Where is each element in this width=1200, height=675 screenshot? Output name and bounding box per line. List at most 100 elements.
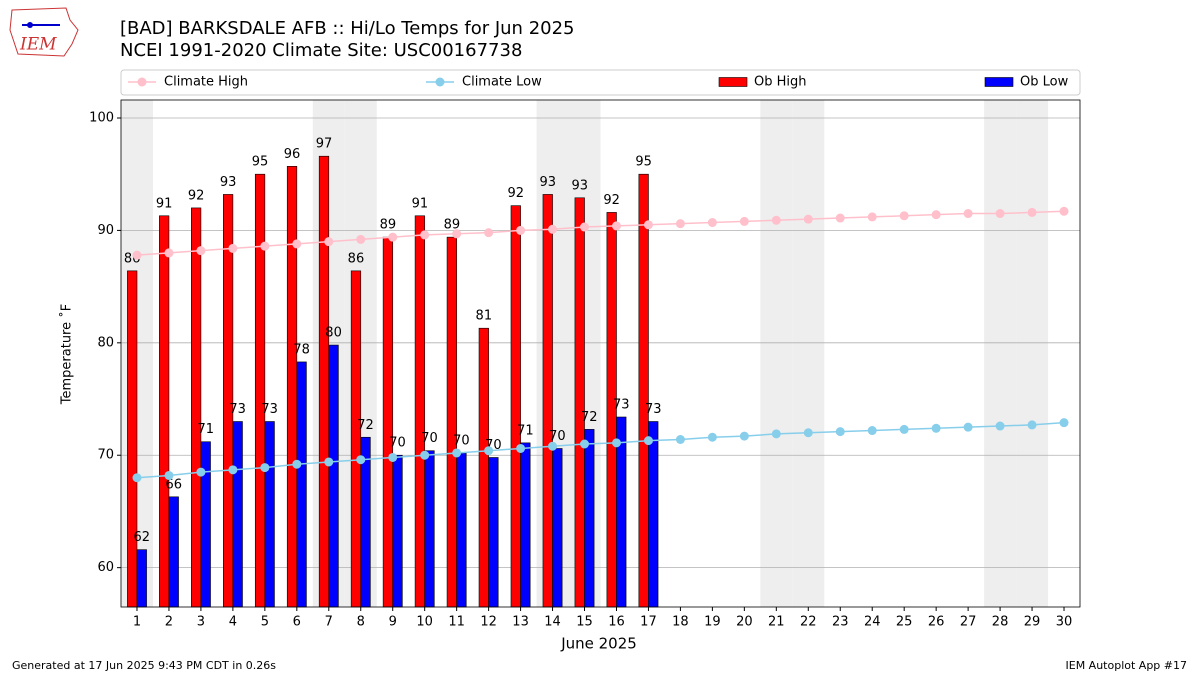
bar (574, 197, 585, 608)
x-tick-label: 23 (832, 615, 849, 630)
data-label: 95 (635, 155, 652, 170)
point (707, 218, 717, 228)
x-tick-label: 8 (357, 615, 365, 630)
point (835, 213, 845, 223)
point (867, 426, 877, 436)
bar (232, 421, 243, 608)
bar (446, 236, 457, 608)
point (420, 450, 430, 460)
chart-subtitle: NCEI 1991-2020 Climate Site: USC00167738 (120, 40, 522, 61)
x-tick-label: 25 (896, 615, 913, 630)
point (1027, 207, 1037, 217)
x-tick-label: 14 (544, 615, 561, 630)
data-label: 97 (316, 137, 333, 152)
point (132, 473, 142, 483)
point (899, 424, 909, 434)
point (995, 209, 1005, 219)
bar (648, 421, 659, 608)
point (580, 439, 590, 449)
bar (456, 452, 467, 608)
data-label: 91 (156, 196, 173, 211)
bar (286, 166, 298, 608)
point (739, 431, 749, 441)
bar (382, 236, 394, 608)
point (611, 221, 621, 231)
point (260, 463, 270, 473)
point (803, 428, 813, 438)
x-tick-label: 9 (389, 615, 397, 630)
data-label: 96 (284, 147, 301, 162)
data-label: 70 (549, 429, 566, 444)
point (356, 455, 366, 465)
point (452, 229, 462, 239)
point (835, 427, 845, 437)
legend-label: Ob Low (1020, 75, 1069, 90)
weekend-band (1016, 100, 1049, 607)
legend (120, 69, 1081, 96)
point (132, 250, 142, 260)
x-tick-label: 2 (165, 615, 173, 630)
bar (350, 270, 362, 608)
data-label: 93 (571, 178, 588, 193)
point (548, 441, 558, 451)
legend-swatch (984, 77, 1014, 87)
x-tick-label: 10 (416, 615, 433, 630)
x-tick-label: 16 (608, 615, 625, 630)
point (324, 457, 334, 467)
data-label: 93 (220, 175, 237, 190)
point (995, 421, 1005, 431)
data-label: 92 (188, 188, 205, 203)
point (260, 241, 270, 251)
legend-label: Climate Low (462, 75, 542, 90)
point (771, 215, 781, 225)
data-label: 89 (380, 218, 397, 233)
bar (552, 448, 563, 608)
x-tick-label: 20 (736, 615, 753, 630)
footer-left: Generated at 17 Jun 2025 9:43 PM CDT in … (12, 659, 276, 672)
point (931, 210, 941, 220)
point (548, 224, 558, 234)
data-label: 72 (357, 418, 374, 433)
logo-text: IEM (19, 35, 57, 55)
data-label: 70 (389, 436, 406, 451)
weekend-band (760, 100, 793, 607)
legend-marker (435, 77, 445, 87)
bar (191, 207, 202, 608)
y-tick-label: 60 (97, 560, 114, 575)
point (388, 232, 398, 242)
x-tick-label: 19 (704, 615, 721, 630)
data-label: 71 (517, 423, 534, 438)
bar (488, 457, 499, 608)
data-label: 72 (581, 410, 598, 425)
data-label: 70 (453, 433, 470, 448)
legend-label: Ob High (754, 75, 807, 90)
point (516, 443, 526, 453)
x-tick-label: 11 (448, 615, 465, 630)
data-label: 89 (444, 218, 461, 233)
bar (638, 173, 649, 608)
chart-title: [BAD] BARKSDALE AFB :: Hi/Lo Temps for J… (120, 18, 575, 39)
point (963, 209, 973, 219)
point (324, 237, 334, 247)
x-tick-label: 18 (672, 615, 689, 630)
point (739, 216, 749, 226)
bar (510, 205, 521, 608)
weekend-band (984, 100, 1017, 607)
data-label: 93 (539, 175, 556, 190)
data-label: 95 (252, 155, 269, 170)
point (675, 434, 685, 444)
point (228, 465, 238, 475)
bar (127, 270, 138, 608)
point (867, 212, 877, 222)
y-tick-label: 90 (97, 223, 114, 238)
line (136, 421, 1065, 479)
data-label: 91 (412, 196, 429, 211)
data-label: 80 (325, 326, 342, 341)
x-tick-label: 28 (992, 615, 1009, 630)
logo: IEM (9, 7, 79, 57)
legend-marker (137, 77, 147, 87)
x-tick-label: 1 (133, 615, 141, 630)
bar (542, 194, 553, 608)
point (643, 220, 653, 230)
point (228, 243, 238, 253)
